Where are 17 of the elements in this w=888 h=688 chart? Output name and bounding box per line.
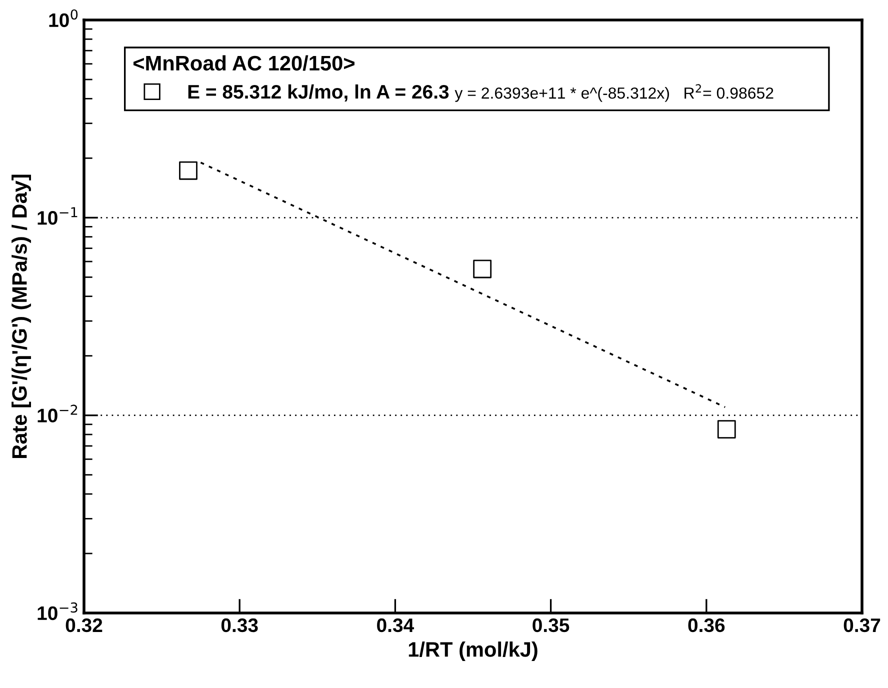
point [717,420,736,438]
y-tick-label: 10$^{−2}$ [38,404,78,422]
point [473,260,492,278]
legend-label: E = 85.312 kJ/mo, ln A = 26.3 [188,84,449,102]
x-tick-label: 0.34 [377,618,414,632]
y-tick-label: 10$^{−1}$ [38,207,78,225]
x-axis-title: 1/RT (mol/kJ) [408,642,538,661]
x-tick-label: 0.37 [844,618,880,632]
y-tick-label: 10$^{0}$ [49,9,78,28]
y-axis-title: Rate [G'/(η'/G') (MPa/s) / Day] [12,174,31,458]
x-tick-label: 0.36 [688,618,725,632]
point [179,161,198,180]
x-tick-label: 0.35 [532,618,570,632]
legend-title: <MnRoad AC 120/150> [133,55,354,71]
x-tick-label: 0.32 [66,618,102,632]
annotation: y = 2.6393e+11 * e^(-85.312x) R$^{2}$= 0.98652 [454,84,774,102]
x-tick-label: 0.33 [221,618,258,632]
